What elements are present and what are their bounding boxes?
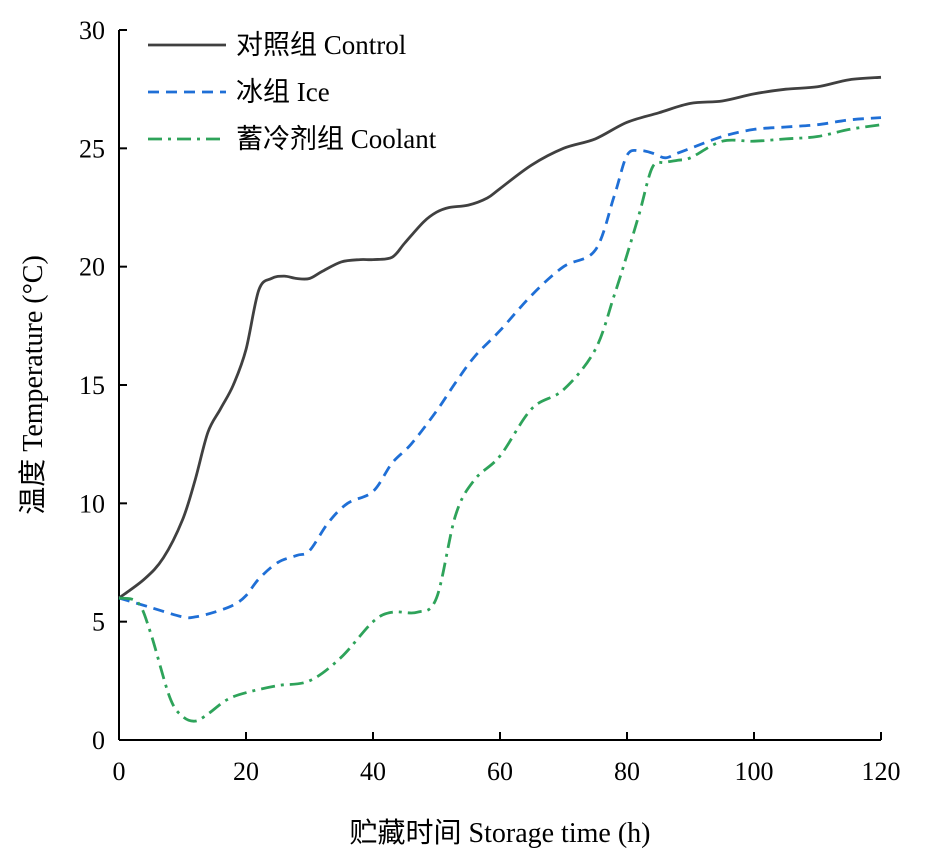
legend-label-3: 蓄冷剂组 Coolant [236, 124, 437, 154]
x-tick-label: 120 [862, 757, 901, 786]
y-axis-title: 温度 Temperature (°C) [17, 255, 49, 515]
x-axis-title: 贮藏时间 Storage time (h) [350, 817, 651, 849]
x-tick-label: 40 [360, 757, 386, 786]
y-tick-label: 0 [92, 726, 105, 755]
legend-label-1: 对照组 Control [236, 30, 406, 60]
x-tick-label: 60 [487, 757, 513, 786]
series-line-3 [118, 123, 882, 723]
y-tick-label: 15 [79, 371, 105, 400]
y-tick-label: 5 [92, 608, 105, 637]
legend-label-2: 冰组 Ice [236, 77, 330, 107]
x-tick-label: 100 [735, 757, 774, 786]
chart-axes: 0 20 40 60 80 100 120 0 5 10 15 20 25 30 [79, 16, 901, 786]
y-tick-label: 20 [79, 253, 105, 282]
series-line-1 [118, 75, 882, 600]
y-tick-label: 25 [79, 134, 105, 163]
legend: 对照组 Control 冰组 Ice 蓄冷剂组 Coolant [148, 30, 437, 154]
x-tick-label: 80 [614, 757, 640, 786]
x-tick-label: 0 [113, 757, 126, 786]
y-tick-label: 30 [79, 16, 105, 45]
series-line-2 [118, 116, 882, 620]
plot-area [118, 75, 882, 723]
x-tick-label: 20 [233, 757, 259, 786]
y-tick-label: 10 [79, 489, 105, 518]
